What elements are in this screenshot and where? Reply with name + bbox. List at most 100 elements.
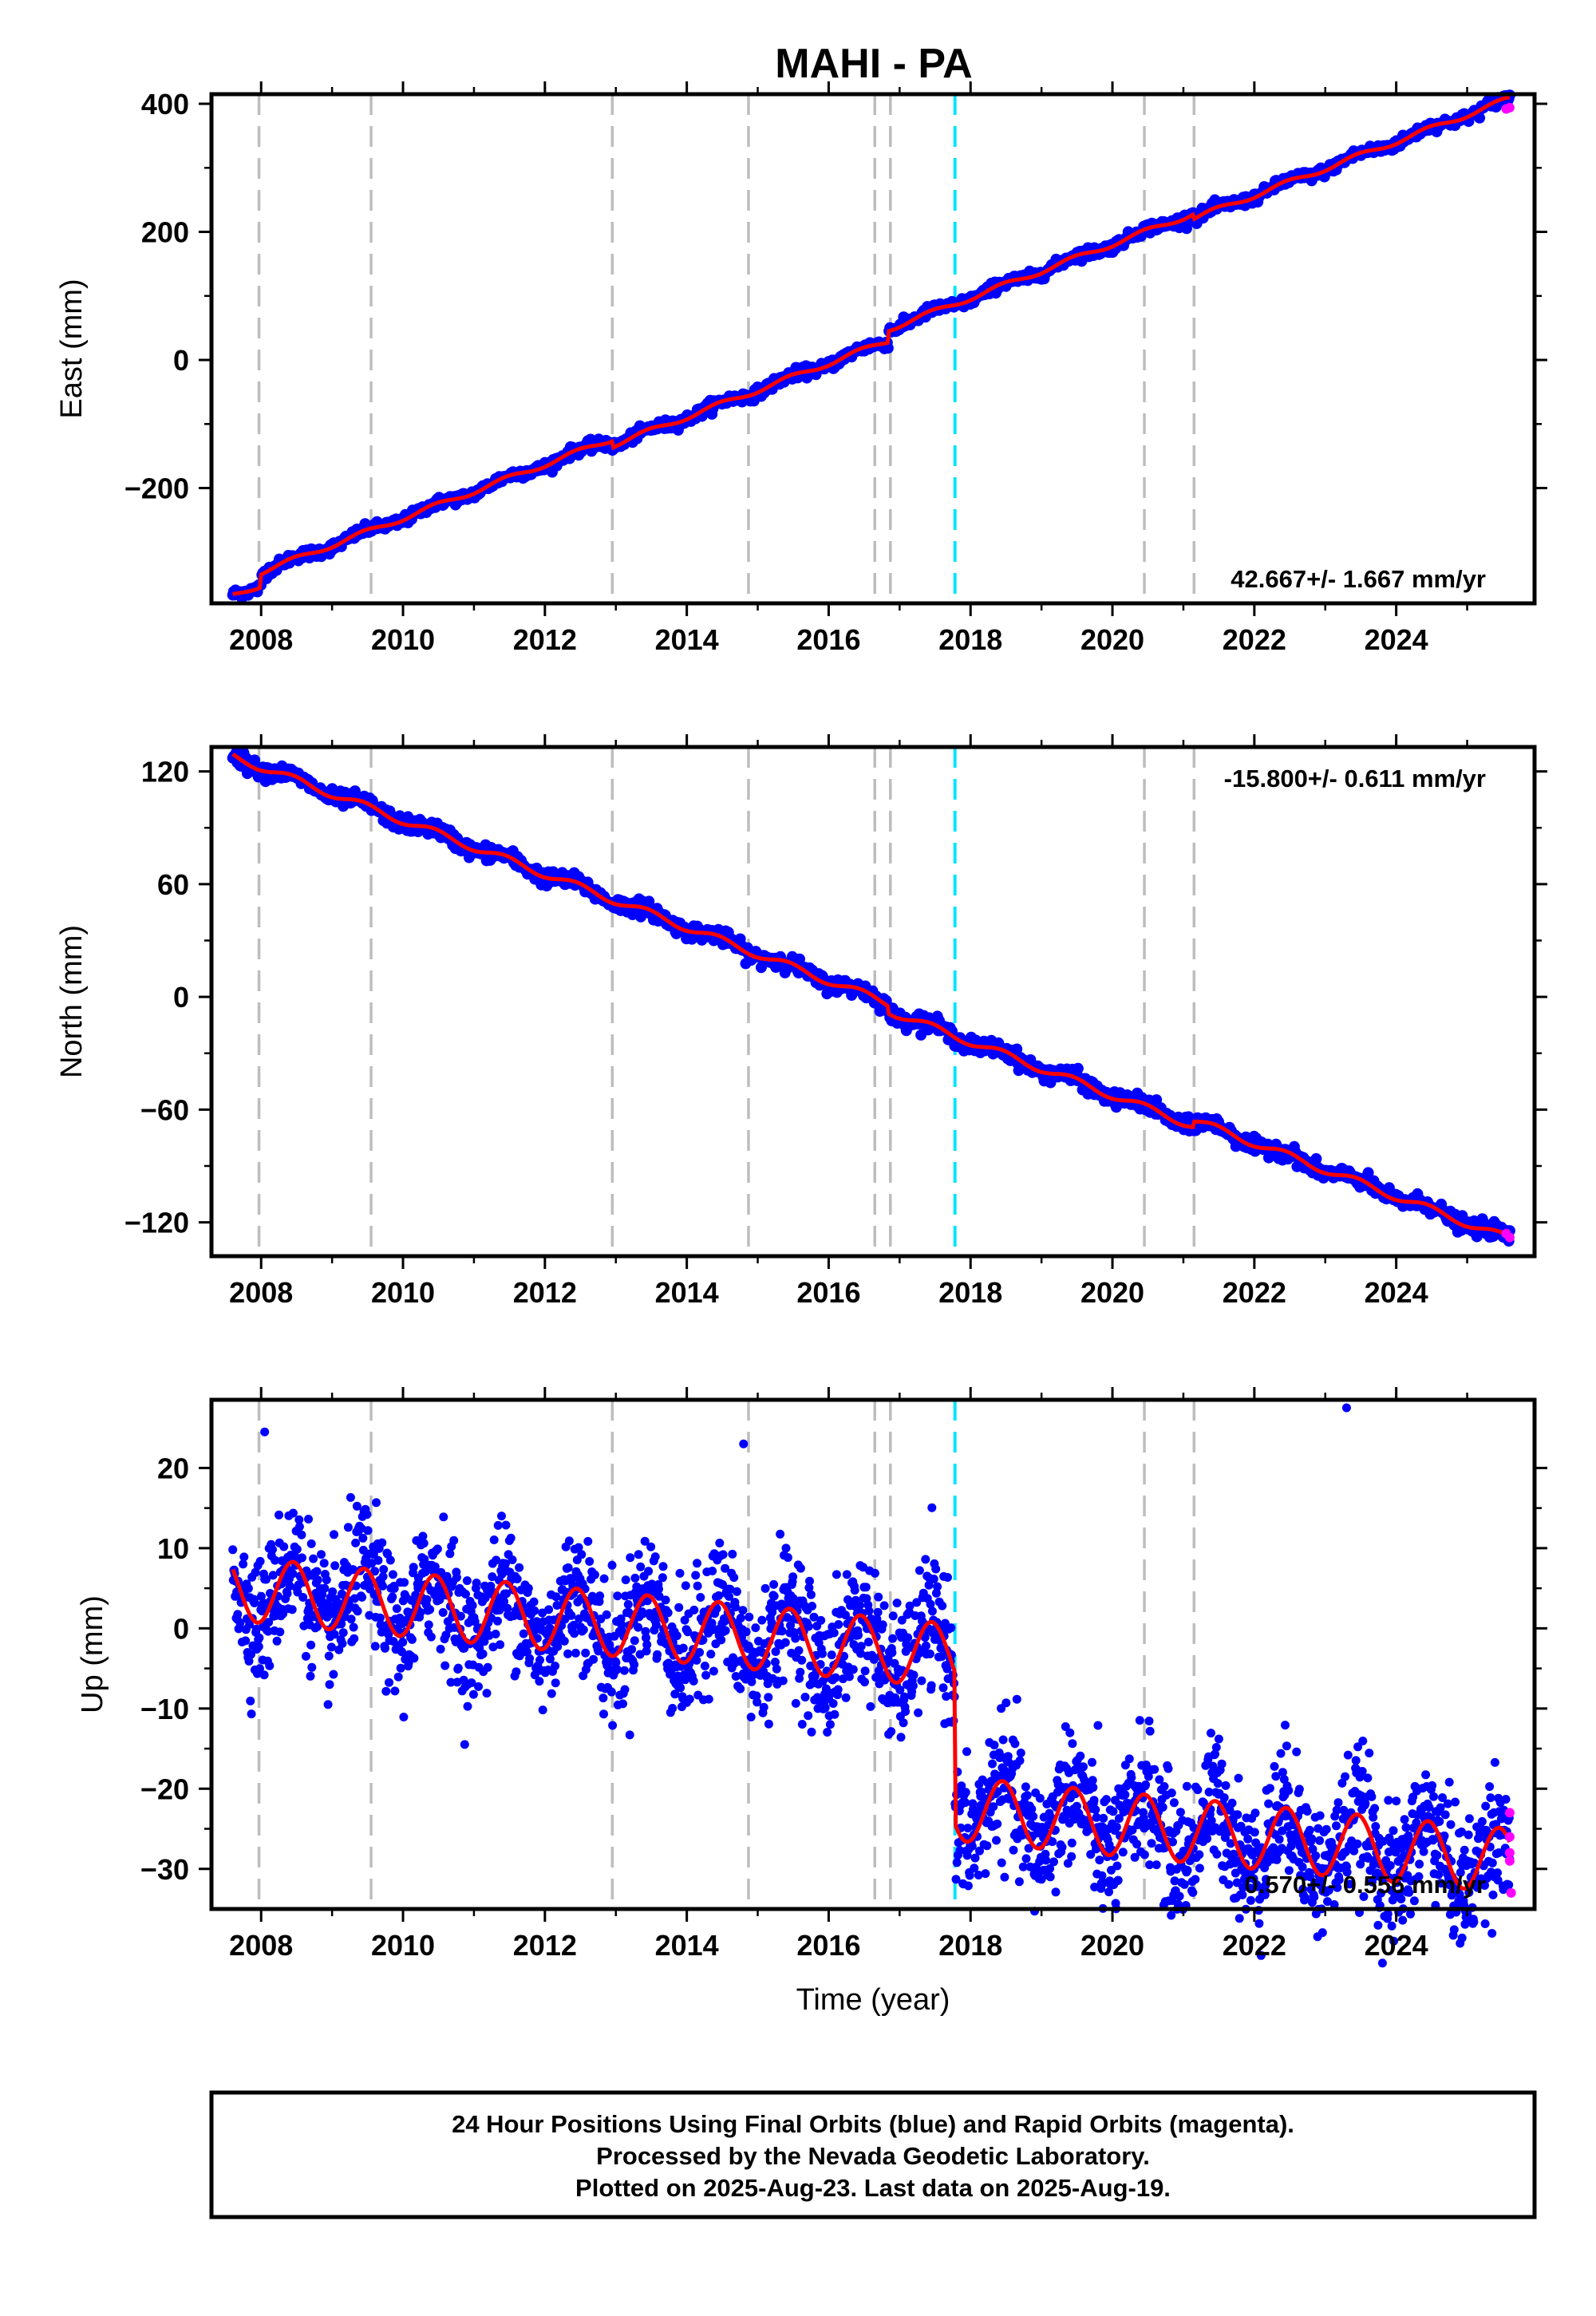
data-point [982,1841,992,1851]
data-point [925,1649,934,1658]
data-point [696,1593,705,1602]
data-point [1001,1698,1011,1708]
data-point [409,1563,418,1572]
data-point [399,1713,409,1721]
data-point [381,1643,389,1653]
data-point [661,1595,670,1605]
data-point [1029,1812,1038,1821]
data-point [1068,1739,1077,1749]
data-point [804,1622,813,1631]
data-point [329,1670,338,1679]
panel-east: 2008 2010 2012 2014 2016 2018 2020 2022 2024−200… [55,81,1547,656]
data-point [338,1628,348,1638]
data-point [689,1676,698,1686]
data-point [1095,1856,1104,1865]
rapid-orbit-point [1504,1232,1515,1243]
x-tick-label: 2018 [938,1276,1002,1309]
data-point [804,1711,813,1721]
data-point [860,1678,869,1687]
data-point [1057,1843,1067,1852]
data-point [512,1667,521,1677]
data-point [961,1798,970,1808]
data-point [693,1559,701,1568]
data-point [301,1651,310,1661]
data-point [708,1567,717,1575]
data-point [1101,1795,1111,1804]
y-tick-label: 400 [141,88,189,121]
data-point [544,1605,554,1614]
y-tick-label: 0 [173,344,189,377]
data-point [745,1612,754,1622]
data-point [425,1605,435,1614]
data-point [1195,1863,1204,1873]
data-point [297,1530,306,1539]
data-point [691,1571,701,1580]
data-point [493,1520,503,1530]
data-point [777,1626,787,1636]
data-point [563,1649,573,1658]
data-point [497,1512,506,1521]
data-point [563,1563,573,1572]
data-point [850,1586,859,1595]
data-point [1072,1062,1084,1074]
data-point [358,1592,367,1602]
data-point [440,1661,450,1670]
data-point [422,1595,432,1604]
data-point [866,1701,875,1711]
data-point [963,1824,973,1833]
data-point [828,1699,838,1708]
data-point [888,1634,898,1643]
data-point [313,1575,322,1585]
data-point [1067,1838,1077,1848]
data-point [268,1545,277,1555]
data-point [577,1550,587,1559]
panel-north: 2008 2010 2012 2014 2016 2018 2020 2022 2024−120… [55,734,1547,1309]
data-point [1088,1757,1096,1767]
data-point [778,1676,788,1686]
data-point [1175,1808,1185,1817]
data-point [255,1556,265,1566]
data-point [658,1573,667,1583]
data-point [312,1567,322,1576]
data-point [791,1698,800,1708]
data-point [255,1633,264,1642]
data-point [623,1599,633,1609]
data-point [462,1576,472,1586]
data-point [370,1642,380,1651]
data-point [943,1573,952,1582]
data-point [692,1655,701,1665]
data-point [265,1661,275,1670]
data-point [1132,1840,1142,1849]
data-point [1009,1845,1018,1855]
data-point [317,1550,326,1559]
data-point [362,1510,372,1520]
data-point [324,1651,334,1661]
data-point [287,1605,297,1614]
data-point [693,1581,702,1591]
data-point [1112,1822,1121,1832]
data-point [634,1622,643,1632]
data-point [350,1634,359,1643]
data-point [567,1611,576,1620]
data-point [551,1678,560,1688]
data-point [282,1589,292,1599]
data-point [1027,1804,1037,1814]
data-point [472,1579,481,1587]
data-point [796,1563,805,1573]
data-point [706,1650,716,1659]
data-point [449,1535,459,1545]
data-point [668,1704,678,1713]
data-point [292,1544,302,1554]
data-point [621,1575,630,1585]
data-point [328,1587,338,1596]
data-point [426,1632,436,1642]
data-point [346,1492,355,1502]
data-point [630,1573,640,1583]
data-point [298,1553,306,1563]
data-point [933,1582,942,1591]
data-point [800,1693,810,1701]
data-point [860,1666,870,1676]
data-point [625,1730,634,1740]
y-axis-label: North (mm) [55,925,89,1078]
data-point [1120,1790,1130,1800]
